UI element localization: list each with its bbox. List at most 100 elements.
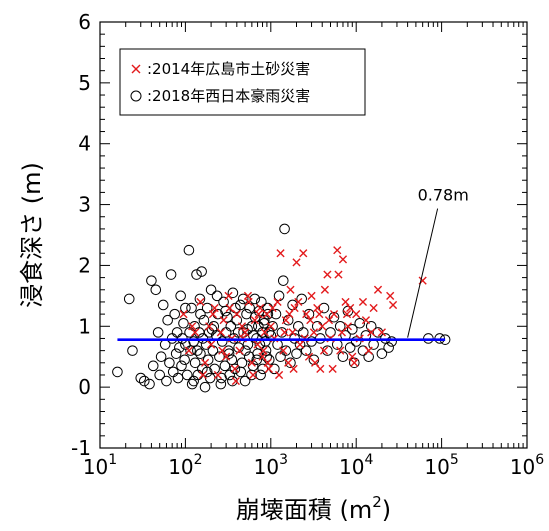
data-point-2014 — [309, 328, 319, 337]
data-point-2014 — [343, 322, 353, 331]
data-point-2018 — [363, 351, 374, 363]
data-point-2018 — [152, 327, 164, 338]
data-point-2018 — [219, 360, 231, 372]
plot-frame — [99, 21, 528, 449]
data-point-2018 — [344, 342, 356, 353]
x-tick-label: 106 — [510, 452, 544, 479]
data-point-2018 — [376, 348, 388, 359]
data-point-2014 — [259, 346, 268, 355]
data-point-2018 — [215, 378, 227, 390]
x-tick-base: 10 — [339, 455, 364, 479]
data-point-2018 — [285, 357, 296, 369]
data-point-2018 — [386, 336, 397, 347]
data-point-2014 — [285, 310, 294, 319]
data-point-2018 — [357, 345, 369, 356]
data-point-2018 — [211, 290, 223, 302]
data-point-2014 — [329, 310, 339, 319]
x-axis-title-main: 崩壊面積 (m — [236, 496, 372, 524]
data-point-2014 — [323, 270, 332, 279]
data-point-2018 — [276, 327, 288, 338]
data-point-2014 — [205, 322, 214, 331]
data-point-2014 — [196, 297, 205, 307]
data-point-2018 — [127, 345, 138, 356]
data-point-2018 — [179, 354, 190, 366]
data-point-2018 — [300, 345, 312, 356]
legend-label-2014: :2014年広島市土砂災害 — [147, 60, 310, 78]
y-tick-label: 4 — [78, 132, 91, 156]
data-point-2014 — [341, 297, 350, 307]
data-point-2014 — [200, 358, 210, 367]
data-point-2014 — [358, 297, 368, 307]
data-point-2018 — [216, 336, 228, 347]
data-point-2014 — [342, 310, 352, 319]
data-point-2018 — [258, 317, 270, 329]
data-point-2018 — [175, 290, 186, 302]
y-axis-title: 浸食深さ (m) — [18, 162, 46, 308]
data-point-2018 — [235, 366, 247, 378]
data-point-2014 — [216, 328, 225, 337]
data-point-2014 — [179, 310, 188, 319]
data-point-2014 — [276, 249, 285, 258]
data-point-2014 — [207, 340, 216, 349]
data-point-2014 — [218, 346, 227, 355]
data-point-2018 — [201, 302, 213, 314]
data-point-2018 — [185, 345, 196, 356]
data-point-2014 — [328, 364, 337, 373]
x-tick-base: 10 — [168, 455, 193, 479]
data-point-2018 — [195, 348, 206, 359]
data-point-2014 — [294, 297, 303, 307]
data-point-2014 — [334, 270, 343, 279]
data-point-2018 — [225, 320, 237, 332]
data-point-2014 — [286, 285, 295, 294]
data-point-2014 — [281, 316, 290, 325]
data-point-2014 — [367, 328, 376, 337]
data-point-2014 — [188, 322, 197, 331]
data-point-2018 — [334, 320, 346, 332]
data-point-2018 — [260, 336, 271, 347]
data-point-2018 — [169, 308, 181, 320]
data-point-2018 — [279, 223, 290, 235]
data-point-2018 — [322, 345, 333, 356]
x-tick-label: 102 — [168, 452, 202, 479]
x-tick-label: 101 — [83, 452, 117, 479]
data-point-2014 — [333, 246, 342, 255]
data-point-2014 — [240, 328, 250, 337]
data-point-2018 — [231, 314, 243, 326]
data-point-2014 — [280, 328, 289, 337]
data-point-2014 — [388, 300, 398, 310]
data-point-2014 — [324, 316, 334, 325]
data-point-2018 — [350, 336, 362, 347]
data-point-2018 — [195, 308, 206, 320]
data-point-2014 — [279, 346, 288, 355]
data-point-2014 — [307, 291, 316, 300]
data-point-2018 — [280, 345, 292, 356]
annotation-label: 0.78m — [418, 186, 469, 205]
annotation-leader-line — [407, 208, 439, 338]
data-point-2014 — [306, 316, 315, 325]
data-point-2018 — [194, 293, 206, 305]
data-point-2018 — [196, 266, 207, 277]
data-point-2014 — [299, 249, 308, 258]
y-tick-label: 3 — [78, 193, 91, 217]
data-point-2018 — [123, 293, 135, 305]
x-tick-base: 10 — [424, 455, 449, 479]
data-point-2014 — [386, 291, 395, 300]
legend-box — [119, 48, 366, 116]
data-point-2018 — [144, 378, 155, 390]
data-point-2014 — [274, 370, 284, 380]
x-tick-base: 10 — [254, 455, 279, 479]
points-layer — [112, 223, 451, 393]
x-axis-title: 崩壊面積 (m2) — [236, 493, 391, 524]
data-point-2018 — [112, 366, 123, 378]
data-point-2014 — [210, 303, 219, 313]
data-point-2018 — [205, 284, 217, 296]
data-point-2018 — [138, 375, 150, 387]
data-point-2018 — [275, 351, 286, 363]
data-point-2018 — [135, 372, 147, 384]
data-point-2018 — [255, 369, 266, 381]
x-tick-exp: 2 — [194, 452, 203, 468]
data-point-2018 — [176, 360, 187, 372]
data-point-2018 — [239, 375, 251, 387]
data-point-2018 — [170, 348, 182, 359]
